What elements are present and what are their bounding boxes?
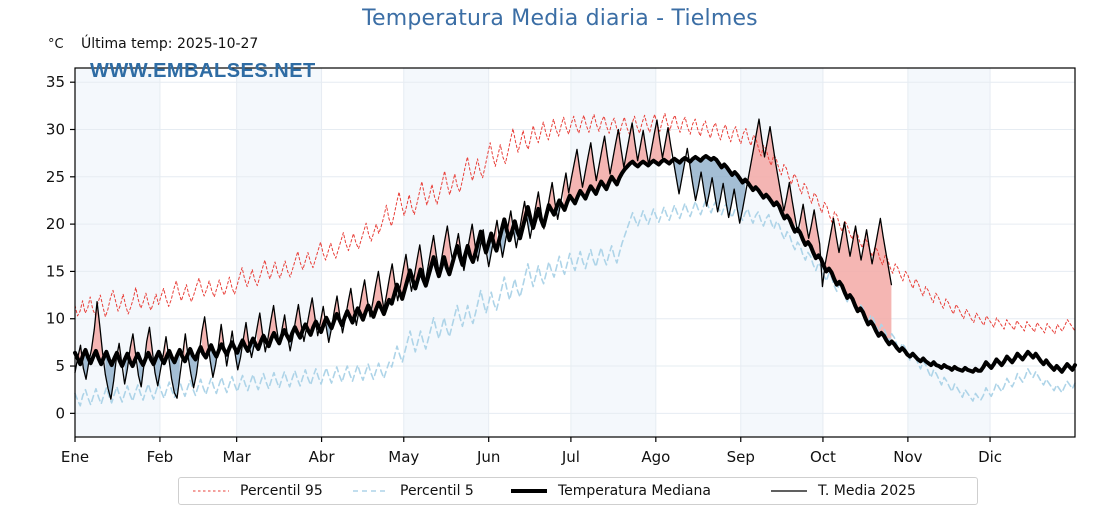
svg-text:5: 5 <box>55 357 65 375</box>
svg-text:May: May <box>388 448 419 466</box>
legend-label: T. Media 2025 <box>818 483 916 499</box>
legend-item-1[interactable]: Percentil 95 <box>179 478 341 504</box>
svg-text:Dic: Dic <box>978 448 1002 466</box>
legend-item-3[interactable]: Temperatura Mediana <box>499 478 759 504</box>
chart-legend: Percentil 95 Percentil 5 Temperatura Media… <box>178 477 978 505</box>
x-axis-ticks: Ene Feb Mar Abr May Jun Jul Ago Sep Oct Nov Dic <box>61 437 1002 466</box>
svg-text:Sep: Sep <box>727 448 755 466</box>
page-title: Temperatura Media diaria - Tielmes <box>362 6 758 31</box>
svg-text:Feb: Feb <box>147 448 174 466</box>
legend-label: Temperatura Mediana <box>558 483 711 499</box>
legend-label: Percentil 5 <box>400 483 474 499</box>
svg-text:Abr: Abr <box>309 448 336 466</box>
legend-label: Percentil 95 <box>240 483 323 499</box>
svg-text:0: 0 <box>55 404 65 422</box>
svg-text:10: 10 <box>46 310 65 328</box>
data-series-lines <box>73 112 1077 407</box>
svg-text:Mar: Mar <box>222 448 251 466</box>
svg-text:20: 20 <box>46 215 65 233</box>
svg-text:30: 30 <box>46 121 65 139</box>
svg-text:Jul: Jul <box>561 448 580 466</box>
legend-swatch-solid-icon <box>511 489 547 493</box>
svg-text:Oct: Oct <box>810 448 836 466</box>
svg-text:Jun: Jun <box>476 448 500 466</box>
legend-swatch-solid-icon <box>771 490 807 492</box>
svg-text:Ene: Ene <box>61 448 89 466</box>
site-watermark: WWW.EMBALSES.NET <box>90 60 316 82</box>
svg-text:Nov: Nov <box>893 448 922 466</box>
y-axis-ticks: 0 5 10 15 20 25 30 35 <box>46 73 75 422</box>
svg-text:35: 35 <box>46 73 65 91</box>
legend-item-4[interactable]: T. Media 2025 <box>759 478 939 504</box>
svg-text:Ago: Ago <box>641 448 670 466</box>
legend-swatch-dashed-icon <box>353 490 389 492</box>
y-axis-unit-label: °C <box>48 37 64 52</box>
last-temperature-date-label: Última temp: 2025-10-27 <box>81 36 259 52</box>
svg-text:25: 25 <box>46 168 65 186</box>
svg-text:15: 15 <box>46 262 65 280</box>
gridlines <box>74 68 1075 437</box>
legend-swatch-dotted-icon <box>193 490 229 492</box>
legend-item-2[interactable]: Percentil 5 <box>341 478 499 504</box>
axis-frame <box>74 67 1076 438</box>
